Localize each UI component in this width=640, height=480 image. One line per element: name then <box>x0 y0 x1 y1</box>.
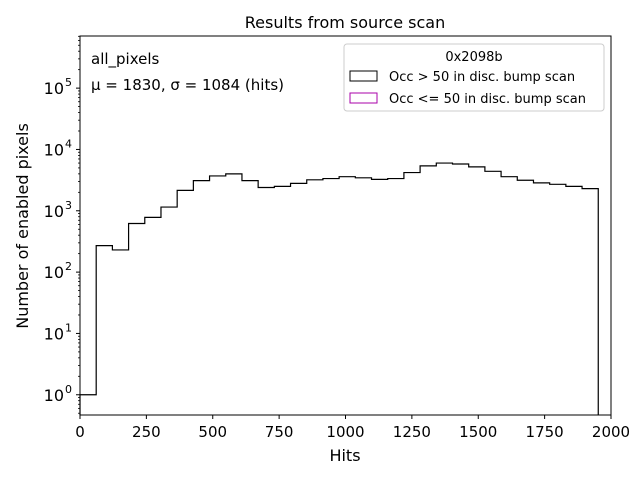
histogram-step-line <box>79 162 599 415</box>
x-tick-label: 1750 <box>526 423 564 441</box>
histogram-bin <box>274 186 290 415</box>
y-tick-label: 10 <box>44 386 64 405</box>
histogram-bin <box>323 179 339 415</box>
x-tick-label: 1250 <box>393 423 431 441</box>
x-tick-label: 500 <box>198 423 227 441</box>
y-tick-label: 10 <box>44 202 64 221</box>
histogram-bin <box>404 173 420 415</box>
histogram-bin <box>226 174 242 415</box>
histogram-bin <box>469 167 485 415</box>
histogram-bin <box>96 246 112 415</box>
histogram-bin <box>339 177 355 415</box>
histogram-bin <box>193 181 209 415</box>
legend-label-occ-high: Occ > 50 in disc. bump scan <box>389 70 575 85</box>
y-tick-label-exponent: 2 <box>65 260 72 273</box>
y-axis-label: Number of enabled pixels <box>13 123 32 329</box>
selection-annotation: all_pixels <box>91 50 160 69</box>
y-tick-label-exponent: 5 <box>65 76 72 89</box>
histogram-bin <box>582 189 598 415</box>
y-tick-label-exponent: 3 <box>65 199 72 212</box>
histogram-bin <box>145 217 161 415</box>
legend-swatch-occ-low <box>349 92 378 104</box>
histogram-bin <box>533 183 549 415</box>
histogram-bin <box>258 187 274 415</box>
histogram-bin <box>129 224 145 415</box>
histogram-bin <box>161 207 177 415</box>
x-tick-label: 0 <box>75 423 85 441</box>
histogram-bin <box>566 186 582 415</box>
histogram-bin <box>501 177 517 415</box>
x-tick-label: 250 <box>132 423 161 441</box>
y-tick-label: 10 <box>44 140 64 159</box>
y-tick-label: 10 <box>44 263 64 282</box>
histogram-bin <box>307 180 323 415</box>
histogram-bin <box>242 181 258 415</box>
histogram-bin <box>372 179 388 415</box>
histogram-bin <box>355 178 371 415</box>
stats-annotation: μ = 1830, σ = 1084 (hits) <box>91 76 284 94</box>
chart-title: Results from source scan <box>245 13 445 32</box>
histogram-bin <box>112 250 128 415</box>
histogram-bin <box>517 180 533 415</box>
histogram-bin <box>80 395 96 415</box>
legend-title: 0x2098b <box>445 50 502 65</box>
y-tick-label: 10 <box>44 324 64 343</box>
histogram-bin <box>210 176 226 415</box>
y-tick-label-exponent: 4 <box>65 137 72 150</box>
histogram-bin <box>291 183 307 415</box>
x-tick-label: 2000 <box>592 423 630 441</box>
y-tick-label-exponent: 1 <box>65 321 72 334</box>
x-tick-label: 1000 <box>326 423 364 441</box>
histogram-bin <box>388 179 404 415</box>
histogram-bin <box>436 163 452 415</box>
histogram-bin <box>485 171 501 415</box>
legend: 0x2098b Occ > 50 in disc. bump scan Occ … <box>343 43 605 112</box>
legend-box <box>343 43 605 112</box>
x-tick-label: 750 <box>265 423 294 441</box>
y-tick-label: 10 <box>44 79 64 98</box>
plot-frame <box>79 35 612 416</box>
histogram-bin <box>452 164 468 415</box>
legend-swatch-occ-high <box>349 70 378 82</box>
x-axis-label: Hits <box>329 446 360 465</box>
y-tick-label-exponent: 0 <box>65 383 72 396</box>
histogram-bin <box>550 184 566 415</box>
histogram-bin <box>420 166 436 415</box>
legend-label-occ-low: Occ <= 50 in disc. bump scan <box>389 92 586 107</box>
histogram-bin <box>177 190 193 415</box>
histogram-series <box>79 162 599 415</box>
x-tick-label: 1500 <box>459 423 497 441</box>
